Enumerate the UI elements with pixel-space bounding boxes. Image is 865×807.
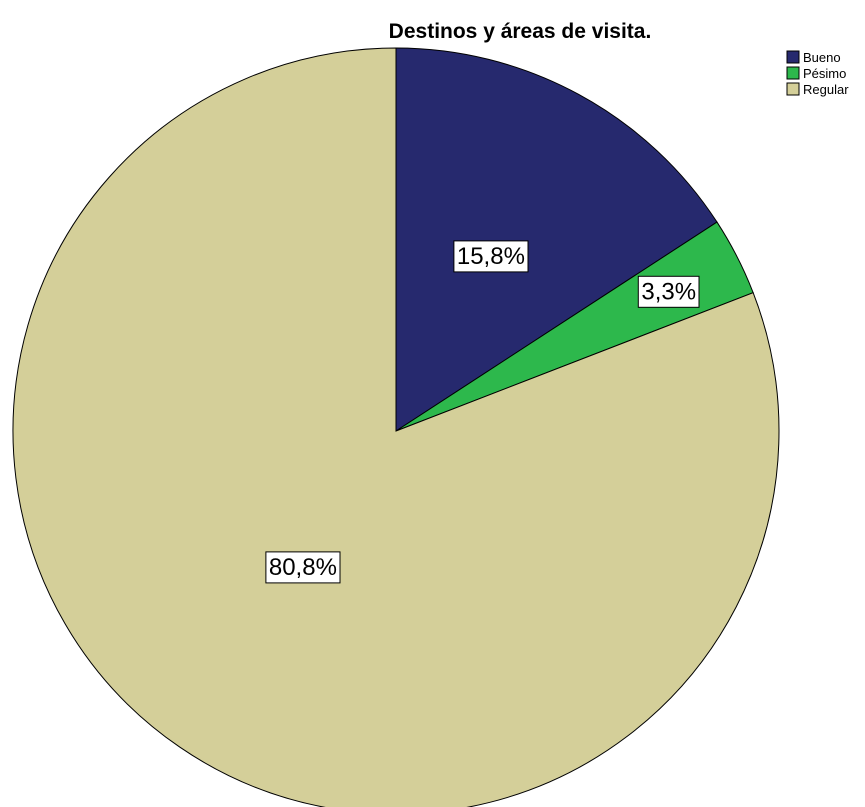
data-label-box bbox=[453, 240, 529, 273]
pie-slices bbox=[12, 47, 780, 807]
chart-title: Destinos y áreas de visita. bbox=[389, 20, 652, 43]
legend-label: Regular bbox=[803, 82, 849, 97]
legend-label: Bueno bbox=[803, 50, 841, 65]
pie-slice-regular bbox=[12, 47, 780, 807]
legend-swatch bbox=[786, 82, 800, 96]
pie-slice-bueno bbox=[395, 47, 718, 432]
legend-swatch bbox=[786, 50, 800, 64]
legend-label: Pésimo bbox=[803, 66, 846, 81]
data-label-1: 3,3% bbox=[637, 275, 700, 308]
data-label-2: 80,8% bbox=[265, 551, 341, 584]
data-label-text: 3,3% bbox=[641, 278, 696, 305]
data-label-text: 80,8% bbox=[269, 554, 337, 581]
legend-item-bueno: Bueno bbox=[786, 50, 841, 65]
data-label-0: 15,8% bbox=[453, 240, 529, 273]
data-label-box bbox=[637, 275, 700, 308]
data-label-text: 15,8% bbox=[457, 243, 525, 270]
data-label-box bbox=[265, 551, 341, 584]
legend-swatch bbox=[786, 66, 800, 80]
pie-data-labels: 15,8% 3,3% 80,8% bbox=[265, 240, 700, 584]
legend-item-pesimo: Pésimo bbox=[786, 66, 846, 81]
legend-item-regular: Regular bbox=[786, 82, 849, 97]
